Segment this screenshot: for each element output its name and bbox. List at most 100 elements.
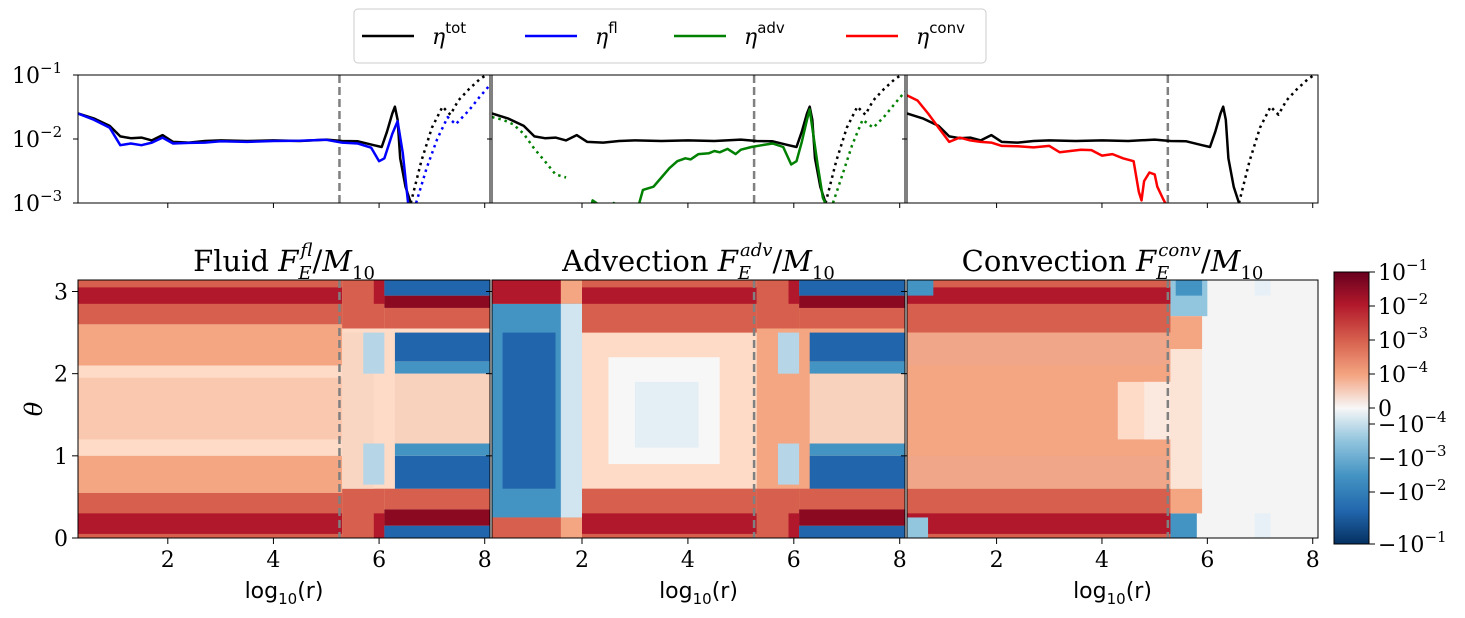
heatmap-band xyxy=(799,509,905,526)
heatmap-band xyxy=(799,280,905,296)
heatmap-band xyxy=(799,525,905,538)
legend-label-conv: ηconv xyxy=(916,19,965,50)
heatmap-band xyxy=(78,377,343,440)
heatmap-band xyxy=(907,287,1171,304)
legend-label-tot: ηtot xyxy=(432,19,466,50)
legend: ηtot ηfl ηadv ηconv xyxy=(353,8,987,64)
colorbar-tick-label: −10−2 xyxy=(1378,476,1447,506)
series--conv xyxy=(907,94,1167,203)
top-line-panels xyxy=(73,74,1319,208)
heatmap-band xyxy=(1170,488,1203,514)
xtick-label: 4 xyxy=(266,548,280,573)
heatmap-band xyxy=(560,303,583,518)
colorbar-tick-label: 10−4 xyxy=(1378,358,1428,388)
heatmap-band xyxy=(384,280,490,296)
heatmap-band xyxy=(907,280,934,296)
xtick-label: 6 xyxy=(787,548,801,573)
heatmap-band xyxy=(1175,280,1203,296)
heatmap-band xyxy=(799,307,905,329)
heatmap-cells xyxy=(492,280,905,538)
xtick-label: 2 xyxy=(161,548,175,573)
legend-label-fl: ηfl xyxy=(595,19,618,50)
heatmap-band xyxy=(363,443,385,485)
heatmap-frame xyxy=(491,279,906,539)
xtick-label: 6 xyxy=(372,548,386,573)
series--adv-dotted-left xyxy=(492,115,567,179)
heatmap-band xyxy=(492,280,561,304)
heatmap-panels: Fluid FEfl/M10 2 4 6 8 log10(r) 0 1 2 3 θ Advection… xyxy=(20,240,1320,608)
top-ytick-label: 10−2 xyxy=(12,123,62,153)
colorbar-tick-label: 10−1 xyxy=(1378,256,1428,286)
colorbar-tick-label: −10−3 xyxy=(1378,442,1447,472)
line-panel-fluid xyxy=(73,74,491,208)
heatmap-band xyxy=(809,361,905,374)
heatmap-title: Fluid FEfl/M10 xyxy=(193,240,375,284)
x-axis-label: log10(r) xyxy=(659,579,738,608)
heatmap-band xyxy=(1170,316,1203,350)
xtick-label: 8 xyxy=(478,548,492,573)
xtick-label: 4 xyxy=(681,548,695,573)
heatmap-band xyxy=(502,332,556,489)
series--adv-dotted-right xyxy=(831,90,905,203)
heatmap-band xyxy=(809,332,905,362)
top-ytick-label: 10−1 xyxy=(12,59,62,89)
xtick-label: 2 xyxy=(990,548,1004,573)
heatmap-band xyxy=(394,455,490,489)
heatmap-band xyxy=(634,381,699,448)
x-axis-label: log10(r) xyxy=(1073,579,1152,608)
line-panel-plot-area xyxy=(907,75,1317,203)
x-axis-label: log10(r) xyxy=(245,579,324,608)
heatmap-band xyxy=(809,373,905,444)
heatmap-band xyxy=(777,332,800,374)
colorbar-tick-label: 10−3 xyxy=(1378,324,1428,354)
xtick-label: 6 xyxy=(1200,548,1214,573)
colorbar-gradient xyxy=(1333,271,1370,545)
ytick-label: 2 xyxy=(54,363,68,388)
heatmap-band xyxy=(788,280,800,304)
heatmap-band xyxy=(907,517,929,538)
legend-frame xyxy=(353,8,987,64)
heatmap-fl: Fluid FEfl/M10 2 4 6 8 log10(r) 0 1 2 3 θ xyxy=(20,240,492,608)
heatmap-band xyxy=(363,332,385,374)
heatmap-band xyxy=(384,525,490,538)
heatmap-band xyxy=(394,361,490,374)
heatmap-band xyxy=(492,517,561,538)
xtick-label: 8 xyxy=(1306,548,1320,573)
heatmap-band xyxy=(1254,280,1271,296)
heatmap-band xyxy=(582,513,757,534)
colorbar-tick-label: −10−1 xyxy=(1378,528,1447,558)
heatmap-cells xyxy=(907,280,1318,538)
heatmap-band xyxy=(907,332,1171,366)
heatmap-band xyxy=(799,295,905,308)
ytick-label: 3 xyxy=(54,281,68,306)
heatmap-band xyxy=(78,324,343,366)
heatmap-title: Advection FEadv/M10 xyxy=(561,240,835,284)
heatmap-band xyxy=(384,488,490,510)
heatmap-band xyxy=(373,513,385,538)
heatmap-band xyxy=(78,287,343,304)
ytick-label: 1 xyxy=(54,445,68,470)
line-panel-advection xyxy=(487,74,906,208)
heatmap-band xyxy=(78,513,343,534)
heatmap-band xyxy=(394,332,490,362)
heatmap-band xyxy=(1254,513,1271,538)
heatmap-band xyxy=(1144,381,1171,440)
y-axis-label: θ xyxy=(20,401,48,416)
series--fl xyxy=(78,112,410,203)
heatmap-band xyxy=(373,280,385,304)
xtick-label: 4 xyxy=(1095,548,1109,573)
heatmap-band xyxy=(394,373,490,444)
series--tot-dotted xyxy=(1237,75,1317,203)
colorbar: 10−1 10−2 10−3 10−4 0−10−4 −10−3 −10−2 −10−1 xyxy=(1333,256,1447,558)
xtick-label: 8 xyxy=(893,548,907,573)
heatmap-band xyxy=(394,443,490,456)
heatmap-band xyxy=(384,307,490,329)
heatmap-band xyxy=(78,455,343,493)
heatmap-frame xyxy=(77,279,491,539)
heatmap-conv: Convection FEconv/M10 2 4 6 8 log10(r) xyxy=(901,240,1320,608)
heatmap-band xyxy=(777,443,800,485)
colorbar-tick-label: 10−2 xyxy=(1378,290,1428,320)
top-ytick-label: 10−3 xyxy=(12,187,62,217)
series--adv xyxy=(590,108,827,203)
